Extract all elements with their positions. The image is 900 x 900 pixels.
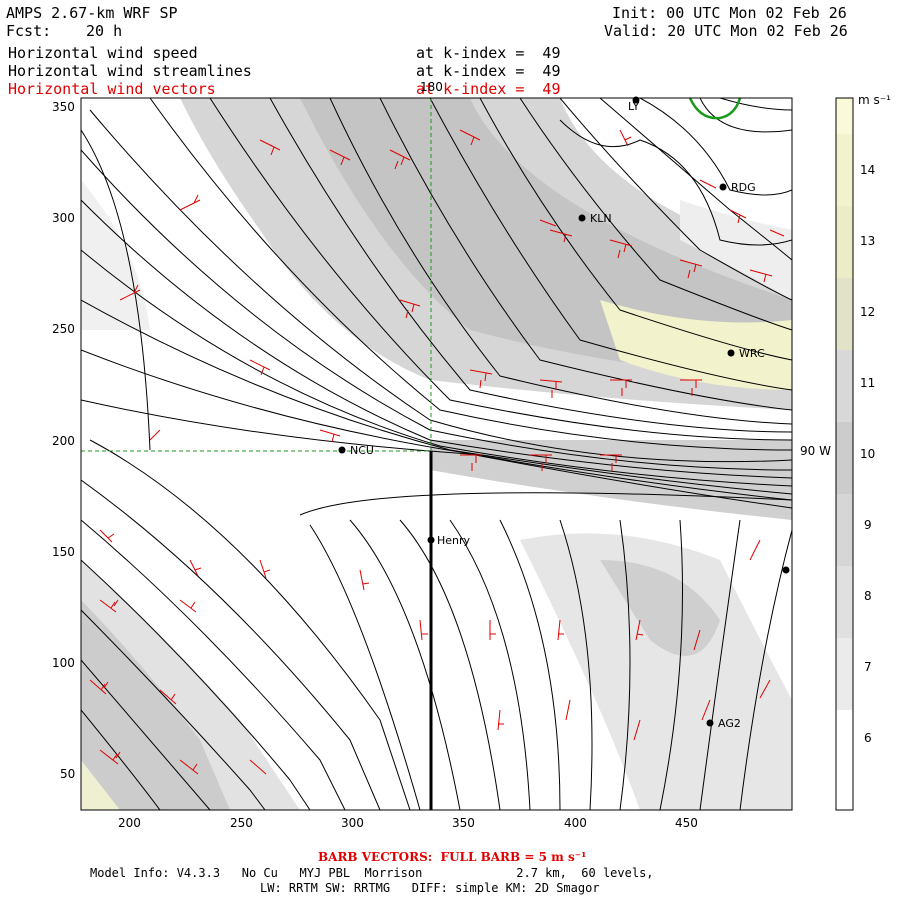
station-marker-rdg <box>719 183 727 191</box>
field-level-vectors: at k-index = 49 <box>416 80 561 98</box>
station-marker-wrc <box>727 349 735 357</box>
field-level-streamlines: at k-index = 49 <box>416 62 561 80</box>
x-tick-300: 300 <box>341 816 364 830</box>
station-marker-kln <box>578 214 586 222</box>
colorbar-level-7: 7 <box>864 660 872 674</box>
streamlines <box>81 98 792 810</box>
init-time: Init: 00 UTC Mon 02 Feb 26 <box>612 4 847 22</box>
colorbar-level-9: 9 <box>864 518 872 532</box>
station-label-rdg: RDG <box>731 181 756 194</box>
colorbar-level-12: 12 <box>860 305 876 319</box>
station-marker-ag2 <box>706 719 714 727</box>
model-info: Model Info: V4.3.3 No Cu MYJ PBL Morriso… <box>90 866 654 880</box>
y-tick-150: 150 <box>52 545 75 559</box>
field-name-vectors: Horizontal wind vectors <box>8 80 216 98</box>
station-marker-ncu <box>338 446 346 454</box>
station-label-wrc: WRC <box>739 347 765 360</box>
coastline <box>688 98 742 120</box>
stations: LY RDG KLN WRC NCU Henry AG2 <box>338 96 790 730</box>
station-label-kln: KLN <box>590 212 612 225</box>
y-tick-250: 250 <box>52 322 75 336</box>
forecast-value: 20 h <box>86 22 123 40</box>
x-tick-200: 200 <box>118 816 141 830</box>
colorbar-level-6: 6 <box>864 731 872 745</box>
colorbar <box>835 97 854 811</box>
x-tick-400: 400 <box>564 816 587 830</box>
x-tick-350: 350 <box>452 816 475 830</box>
station-label-ly: LY <box>628 100 640 113</box>
plot-frame <box>80 97 793 811</box>
physics-info: LW: RRTM SW: RRTMG DIFF: simple KM: 2D S… <box>260 881 600 895</box>
station-label-ncu: NCU <box>350 444 374 457</box>
station-marker-e <box>782 566 790 574</box>
x-tick-250: 250 <box>230 816 253 830</box>
valid-time: Valid: 20 UTC Mon 02 Feb 26 <box>604 22 848 40</box>
station-label-henry: Henry <box>437 534 471 547</box>
field-level-speed: at k-index = 49 <box>416 44 561 62</box>
field-name-speed: Horizontal wind speed <box>8 44 198 62</box>
colorbar-level-8: 8 <box>864 589 872 603</box>
station-label-ag2: AG2 <box>718 717 741 730</box>
barb-vectors-note: BARB VECTORS: FULL BARB = 5 m s⁻¹ <box>318 850 587 864</box>
station-marker-henry <box>427 536 435 544</box>
colorbar-units: m s⁻¹ <box>858 93 891 107</box>
model-title: AMPS 2.67-km WRF SP <box>6 4 178 22</box>
colorbar-level-14: 14 <box>860 163 876 177</box>
meridian-label: 180 <box>420 80 443 94</box>
colorbar-level-13: 13 <box>860 234 876 248</box>
parallel-label: 90 W <box>800 444 831 458</box>
y-tick-300: 300 <box>52 211 75 225</box>
wind-speed-shading <box>81 98 792 810</box>
y-tick-350: 350 <box>52 100 75 114</box>
x-tick-450: 450 <box>675 816 698 830</box>
field-name-streamlines: Horizontal wind streamlines <box>8 62 252 80</box>
forecast-label: Fcst: <box>6 22 52 40</box>
colorbar-level-10: 10 <box>860 447 876 461</box>
y-tick-50: 50 <box>60 767 76 781</box>
y-tick-100: 100 <box>52 656 75 670</box>
wind-barbs <box>89 129 785 775</box>
station-marker-ly <box>632 96 640 104</box>
y-tick-200: 200 <box>52 434 75 448</box>
colorbar-level-11: 11 <box>860 376 876 390</box>
